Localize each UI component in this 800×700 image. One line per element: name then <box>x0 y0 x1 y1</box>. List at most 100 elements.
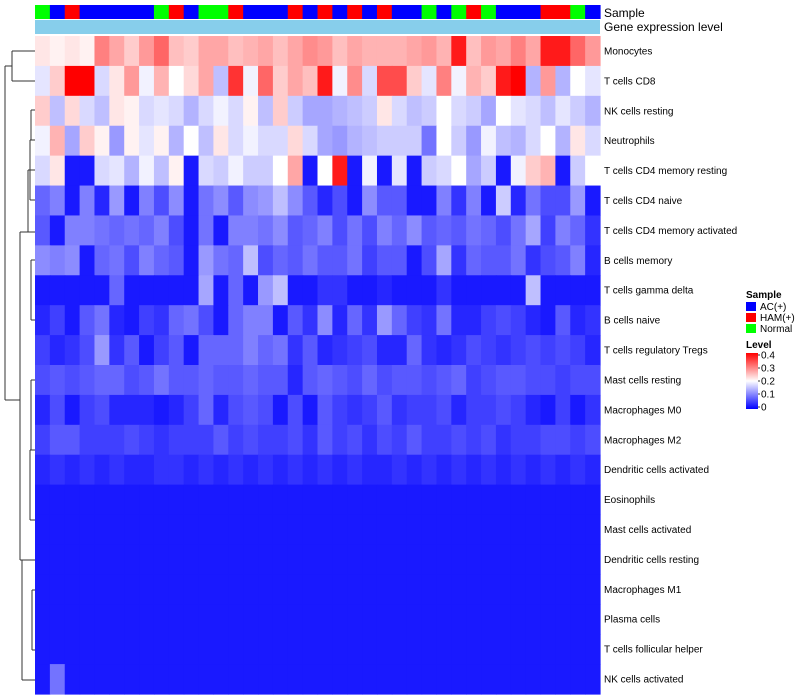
sample-annotation-cell <box>64 5 81 19</box>
row-label: Neutrophils <box>604 136 655 147</box>
heatmap-cell <box>49 305 66 336</box>
heatmap-cell <box>243 454 259 486</box>
heatmap-cell <box>406 65 423 97</box>
level-tick-label: 0 <box>761 403 767 414</box>
heatmap-cell <box>49 65 66 97</box>
heatmap-cell <box>406 155 423 187</box>
heatmap-cell <box>94 245 110 276</box>
heatmap-cell <box>451 514 467 546</box>
heatmap-cell <box>213 335 229 366</box>
heatmap-cell <box>109 335 125 366</box>
heatmap-cell <box>391 365 408 396</box>
heatmap-cell <box>198 185 215 217</box>
heatmap-cell <box>302 305 319 336</box>
heatmap-cell <box>168 125 185 157</box>
heatmap-cell <box>421 125 438 157</box>
heatmap-cell <box>332 454 348 486</box>
heatmap-cell <box>570 604 586 635</box>
heatmap-cell <box>228 454 244 486</box>
sample-annotation-cell <box>243 5 259 19</box>
heatmap-cell <box>540 185 556 217</box>
heatmap-cell <box>302 275 319 306</box>
row-label: NK cells resting <box>604 106 673 117</box>
heatmap-cell <box>525 544 542 575</box>
heatmap-cell <box>258 365 274 396</box>
sample-annotation-cell <box>332 5 348 19</box>
heatmap-cell <box>302 335 319 366</box>
heatmap-cell <box>421 365 438 396</box>
heatmap-cell <box>79 604 96 635</box>
heatmap-cell <box>555 574 571 605</box>
heatmap-cell <box>570 514 586 546</box>
heatmap-cell <box>570 275 586 306</box>
heatmap-cell <box>525 155 542 187</box>
heatmap-cell <box>347 544 363 575</box>
heatmap-cell <box>258 155 274 187</box>
heatmap-cell <box>570 394 586 426</box>
heatmap-cell <box>481 365 497 396</box>
heatmap-cell <box>258 245 274 276</box>
row-label: Mast cells resting <box>604 375 681 386</box>
level-tick-label: 0.1 <box>761 390 775 401</box>
heatmap-cell <box>466 155 482 187</box>
heatmap-cell <box>124 544 140 575</box>
heatmap-cell <box>243 634 259 665</box>
heatmap-cell <box>258 634 274 665</box>
heatmap-cell <box>35 634 51 665</box>
heatmap-cell <box>555 514 571 546</box>
sample-annotation-cell <box>94 5 110 19</box>
heatmap-cell <box>585 664 601 695</box>
sample-annotation-cell <box>258 5 274 19</box>
heatmap-cell <box>570 484 586 516</box>
heatmap-cell <box>540 36 556 67</box>
heatmap-cell <box>317 574 333 605</box>
heatmap-cell <box>540 65 556 97</box>
legend-swatch <box>746 313 756 322</box>
heatmap-cell <box>302 664 319 695</box>
heatmap-cell <box>376 514 393 546</box>
heatmap-cell <box>183 275 200 306</box>
heatmap-cell <box>376 125 393 157</box>
heatmap-cell <box>124 305 140 336</box>
row-label: T cells CD4 memory activated <box>604 226 737 237</box>
heatmap-cell <box>451 275 467 306</box>
heatmap-cell <box>213 604 229 635</box>
heatmap-cell <box>198 604 215 635</box>
sample-annotation-cell <box>540 5 556 19</box>
heatmap-cell <box>79 36 96 67</box>
heatmap-cell <box>302 394 319 426</box>
heatmap-cell <box>391 36 408 67</box>
heatmap-cell <box>451 185 467 217</box>
row-label: Dendritic cells resting <box>604 555 699 566</box>
heatmap-cell <box>436 484 452 516</box>
heatmap-cell <box>94 275 110 306</box>
heatmap-cell <box>585 514 601 546</box>
heatmap-cell <box>213 275 229 306</box>
heatmap-cell <box>347 305 363 336</box>
heatmap-cell <box>139 604 155 635</box>
heatmap-cell <box>347 245 363 276</box>
heatmap-cell <box>64 634 81 665</box>
heatmap-cell <box>362 365 378 396</box>
heatmap-cell <box>198 394 215 426</box>
heatmap-cell <box>258 604 274 635</box>
heatmap-cell <box>466 544 482 575</box>
heatmap-cell <box>481 394 497 426</box>
heatmap-cell <box>153 454 170 486</box>
heatmap-cell <box>555 664 571 695</box>
heatmap-cell <box>451 245 467 276</box>
heatmap-cell <box>495 454 512 486</box>
heatmap-cell <box>362 664 378 695</box>
heatmap-cell <box>347 634 363 665</box>
heatmap-cell <box>287 664 304 695</box>
heatmap-cell <box>421 185 438 217</box>
heatmap-cell <box>302 365 319 396</box>
heatmap-cell <box>94 574 110 605</box>
heatmap-cell <box>109 275 125 306</box>
heatmap-cell <box>391 245 408 276</box>
heatmap-cell <box>35 365 51 396</box>
heatmap-cell <box>391 454 408 486</box>
sample-annotation-cell <box>124 5 140 19</box>
heatmap-cell <box>332 544 348 575</box>
heatmap-cell <box>35 544 51 575</box>
